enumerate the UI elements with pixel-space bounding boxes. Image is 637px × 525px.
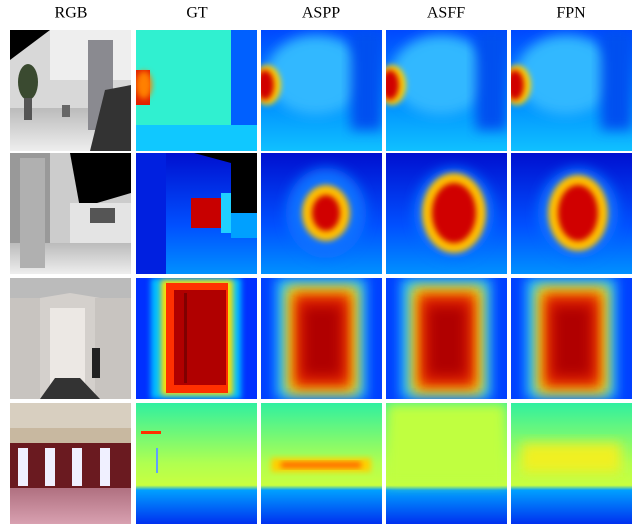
image-region [256,70,274,100]
image-cell [136,278,257,399]
image-region [10,443,131,488]
image-cell [10,278,131,399]
image-region [303,306,341,376]
image-cell [503,30,632,151]
image-region [90,208,115,223]
image-cell [511,153,632,274]
image-region [221,193,231,233]
image-region [18,448,28,486]
image-region [62,105,70,117]
image-region [136,125,257,151]
image-region [476,30,507,130]
image-region [100,448,110,486]
image-cell [136,30,257,151]
image-region [10,488,131,524]
image-region [174,290,226,385]
image-region [231,213,257,238]
image-region [10,403,131,428]
image-cell [261,278,382,399]
image-region [432,183,476,243]
image-region [136,71,152,99]
image-region [136,403,257,524]
image-region [351,30,382,130]
image-region [386,403,507,483]
image-region [95,298,131,399]
image-cell [136,403,257,524]
figure: RGB GT ASPP ASFF FPN [0,0,637,525]
image-region [312,195,340,231]
image-region [45,448,55,486]
image-region [18,64,38,100]
image-cell [378,30,507,151]
image-region [136,153,166,274]
image-cell [10,153,131,274]
image-region [10,298,40,399]
image-region [601,30,632,130]
image-region [92,348,100,378]
image-cell [10,30,131,151]
image-region [20,158,45,268]
image-region [521,443,621,473]
image-region [428,306,466,376]
image-region [50,308,85,388]
image-region [141,431,161,434]
column-header: ASFF [427,5,465,22]
image-region [281,462,361,468]
image-region [191,198,221,228]
image-cell [10,403,131,524]
column-header: GT [186,5,208,22]
column-header: FPN [556,5,586,22]
image-region [156,448,158,473]
image-region [381,70,399,100]
image-region [184,293,187,383]
image-region [553,306,591,376]
image-region [24,98,32,120]
image-cell [253,30,382,151]
image-region [506,70,524,100]
image-region [558,185,598,241]
image-cell [386,278,507,399]
column-header: ASPP [302,5,340,22]
image-cell [386,403,507,524]
image-region [72,448,82,486]
image-cell [511,278,632,399]
image-cell [386,153,507,274]
image-cell [511,403,632,524]
image-cell [261,403,382,524]
image-cell [261,153,382,274]
column-header: RGB [55,5,88,22]
image-region [231,30,257,140]
image-cell [136,153,257,274]
